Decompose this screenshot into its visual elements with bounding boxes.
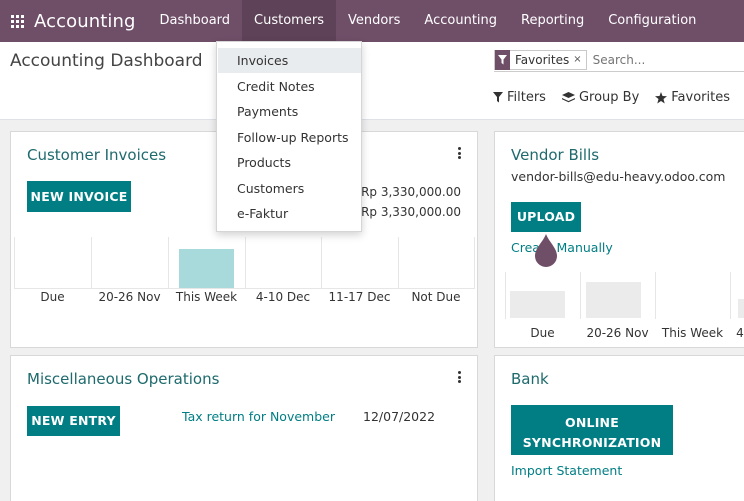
online-sync-line2: SYNCHRONIZATION xyxy=(522,435,662,450)
kebab-menu-icon[interactable] xyxy=(458,147,462,161)
menu-configuration[interactable]: Configuration xyxy=(608,13,697,28)
menu-item-invoices[interactable]: Invoices xyxy=(218,48,361,73)
favorites-button[interactable]: Favorites xyxy=(655,90,730,105)
graph-label: 20-26 Nov xyxy=(586,326,649,340)
invoices-amount-1[interactable]: Rp 3,330,000.00 xyxy=(361,185,461,199)
layers-icon xyxy=(561,91,575,102)
filter-icon xyxy=(495,49,510,70)
graph-bar-due[interactable] xyxy=(510,291,565,318)
vendor-bills-email: vendor-bills@edu-heavy.odoo.com xyxy=(511,169,726,184)
tax-return-date: 12/07/2022 xyxy=(363,409,436,424)
cursor-icon xyxy=(535,234,557,267)
customers-dropdown: Invoices Credit Notes Payments Follow-up… xyxy=(216,41,362,232)
menu-customers[interactable]: Customers xyxy=(242,0,336,42)
graph-label: Due xyxy=(40,290,65,304)
invoices-amount-2[interactable]: Rp 3,330,000.00 xyxy=(361,205,461,219)
menu-item-e-faktur[interactable]: e-Faktur xyxy=(237,206,289,221)
graph-label: This Week xyxy=(175,290,238,304)
new-invoice-button[interactable]: NEW INVOICE xyxy=(27,181,131,212)
filter-icon xyxy=(492,92,503,103)
menu-item-follow-up-reports[interactable]: Follow-up Reports xyxy=(237,130,349,145)
favorites-label: Favorites xyxy=(671,90,730,105)
graph-label: Due xyxy=(530,326,555,340)
facet-label: Favorites xyxy=(515,52,570,67)
menu-item-credit-notes[interactable]: Credit Notes xyxy=(237,79,315,94)
top-navbar: Accounting Dashboard Customers Vendors A… xyxy=(0,0,744,42)
menu-accounting[interactable]: Accounting xyxy=(424,13,498,28)
bills-graph[interactable] xyxy=(495,272,744,319)
control-panel: Accounting Dashboard Favorites × Filters… xyxy=(0,42,744,120)
graph-label: 4-10 Dec xyxy=(255,290,311,304)
filters-button[interactable]: Filters xyxy=(492,90,546,105)
new-entry-button[interactable]: NEW ENTRY xyxy=(27,406,120,436)
import-statement-link[interactable]: Import Statement xyxy=(511,463,623,478)
create-manually-link[interactable]: Create Manually xyxy=(511,240,613,255)
graph-label: 4 xyxy=(736,326,744,340)
invoices-graph[interactable] xyxy=(11,237,477,289)
graph-bar-this-week[interactable] xyxy=(179,249,234,288)
misc-operations-title[interactable]: Miscellaneous Operations xyxy=(27,370,220,388)
misc-operations-card: Miscellaneous Operations NEW ENTRY Tax r… xyxy=(10,355,478,501)
main-menu: Dashboard Customers Vendors Accounting R… xyxy=(148,0,709,42)
menu-item-customers[interactable]: Customers xyxy=(237,181,305,196)
graph-bar-20-26-nov[interactable] xyxy=(586,282,641,318)
online-sync-button[interactable]: ONLINE SYNCHRONIZATION xyxy=(511,405,673,455)
favorites-facet[interactable]: Favorites × xyxy=(494,49,587,70)
vendor-bills-title[interactable]: Vendor Bills xyxy=(511,146,600,164)
facet-remove-icon[interactable]: × xyxy=(573,54,582,65)
filters-label: Filters xyxy=(506,90,546,105)
graph-label: 11-17 Dec xyxy=(328,290,391,304)
vendor-bills-card: Vendor Bills vendor-bills@edu-heavy.odoo… xyxy=(494,131,744,348)
upload-button[interactable]: UPLOAD xyxy=(511,202,581,232)
graph-label: This Week xyxy=(661,326,724,340)
page-title: Accounting Dashboard xyxy=(10,51,203,71)
groupby-label: Group By xyxy=(578,90,640,105)
graph-label: 20-26 Nov xyxy=(98,290,161,304)
menu-dashboard[interactable]: Dashboard xyxy=(159,13,231,28)
app-menu-icon[interactable] xyxy=(3,0,31,42)
menu-item-products[interactable]: Products xyxy=(237,155,291,170)
search-options: Filters Group By Favorites xyxy=(492,90,730,105)
bank-title[interactable]: Bank xyxy=(511,370,549,388)
online-sync-line1: ONLINE xyxy=(565,415,619,430)
groupby-button[interactable]: Group By xyxy=(561,90,640,105)
menu-item-payments[interactable]: Payments xyxy=(237,104,299,119)
graph-label: Not Due xyxy=(411,290,461,304)
bank-card: Bank ONLINE SYNCHRONIZATION Import State… xyxy=(494,355,744,501)
customer-invoices-title[interactable]: Customer Invoices xyxy=(27,146,167,164)
tax-return-link[interactable]: Tax return for November xyxy=(182,409,335,424)
kebab-menu-icon[interactable] xyxy=(458,371,462,385)
app-brand[interactable]: Accounting xyxy=(34,10,136,32)
menu-vendors[interactable]: Vendors xyxy=(347,13,401,28)
search-input[interactable] xyxy=(592,52,743,67)
menu-reporting[interactable]: Reporting xyxy=(521,13,585,28)
star-icon xyxy=(655,91,668,103)
search-bar: Favorites × xyxy=(494,48,744,72)
graph-bar-partial[interactable] xyxy=(738,299,744,318)
